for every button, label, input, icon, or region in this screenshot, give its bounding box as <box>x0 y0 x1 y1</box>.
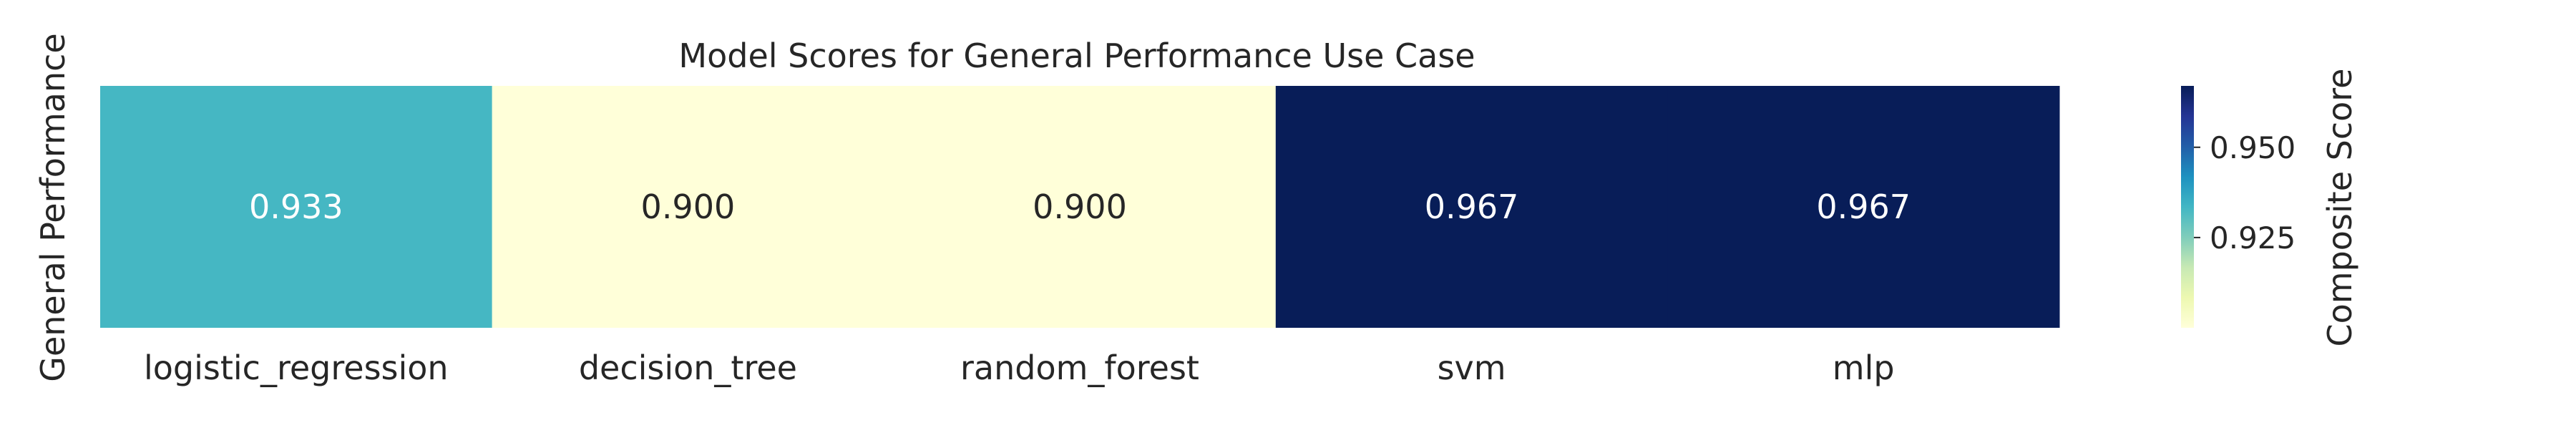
y-axis-label: General Performance <box>34 33 72 381</box>
x-tick-label: mlp <box>1833 349 1895 387</box>
heatmap-cell-random_forest <box>884 86 1277 328</box>
chart-title: Model Scores for General Performance Use… <box>678 37 1475 75</box>
x-tick-label: logistic_regression <box>144 349 449 387</box>
colorbar-tick-label: 0.925 <box>2210 220 2296 256</box>
colorbar-label: Composite Score <box>2321 69 2359 347</box>
heatmap-cell-logistic_regression <box>100 86 493 328</box>
colorbar-gradient <box>2181 86 2194 328</box>
heatmap-cells <box>100 86 2060 328</box>
colorbar-tick-label: 0.950 <box>2210 130 2296 165</box>
cell-value-label: 0.900 <box>1033 188 1127 226</box>
heatmap-cell-labels: 0.933 0.900 0.900 0.967 0.967 <box>249 188 1911 226</box>
x-tick-label: decision_tree <box>579 349 797 387</box>
x-tick-labels: logistic_regression decision_tree random_f… <box>144 349 1895 387</box>
x-tick-label: svm <box>1438 349 1506 387</box>
colorbar: 0.925 0.950 Composite Score <box>2181 69 2359 347</box>
cell-value-label: 0.967 <box>1816 188 1911 226</box>
heatmap-cell-decision_tree <box>492 86 884 328</box>
colorbar-ticks: 0.925 0.950 <box>2194 130 2296 256</box>
heatmap-cell-svm <box>1275 86 1668 328</box>
cell-value-label: 0.900 <box>641 188 736 226</box>
cell-value-label: 0.933 <box>249 188 343 226</box>
cell-value-label: 0.967 <box>1425 188 1519 226</box>
heatmap-cell-mlp <box>1667 86 2060 328</box>
x-tick-label: random_forest <box>960 349 1199 387</box>
